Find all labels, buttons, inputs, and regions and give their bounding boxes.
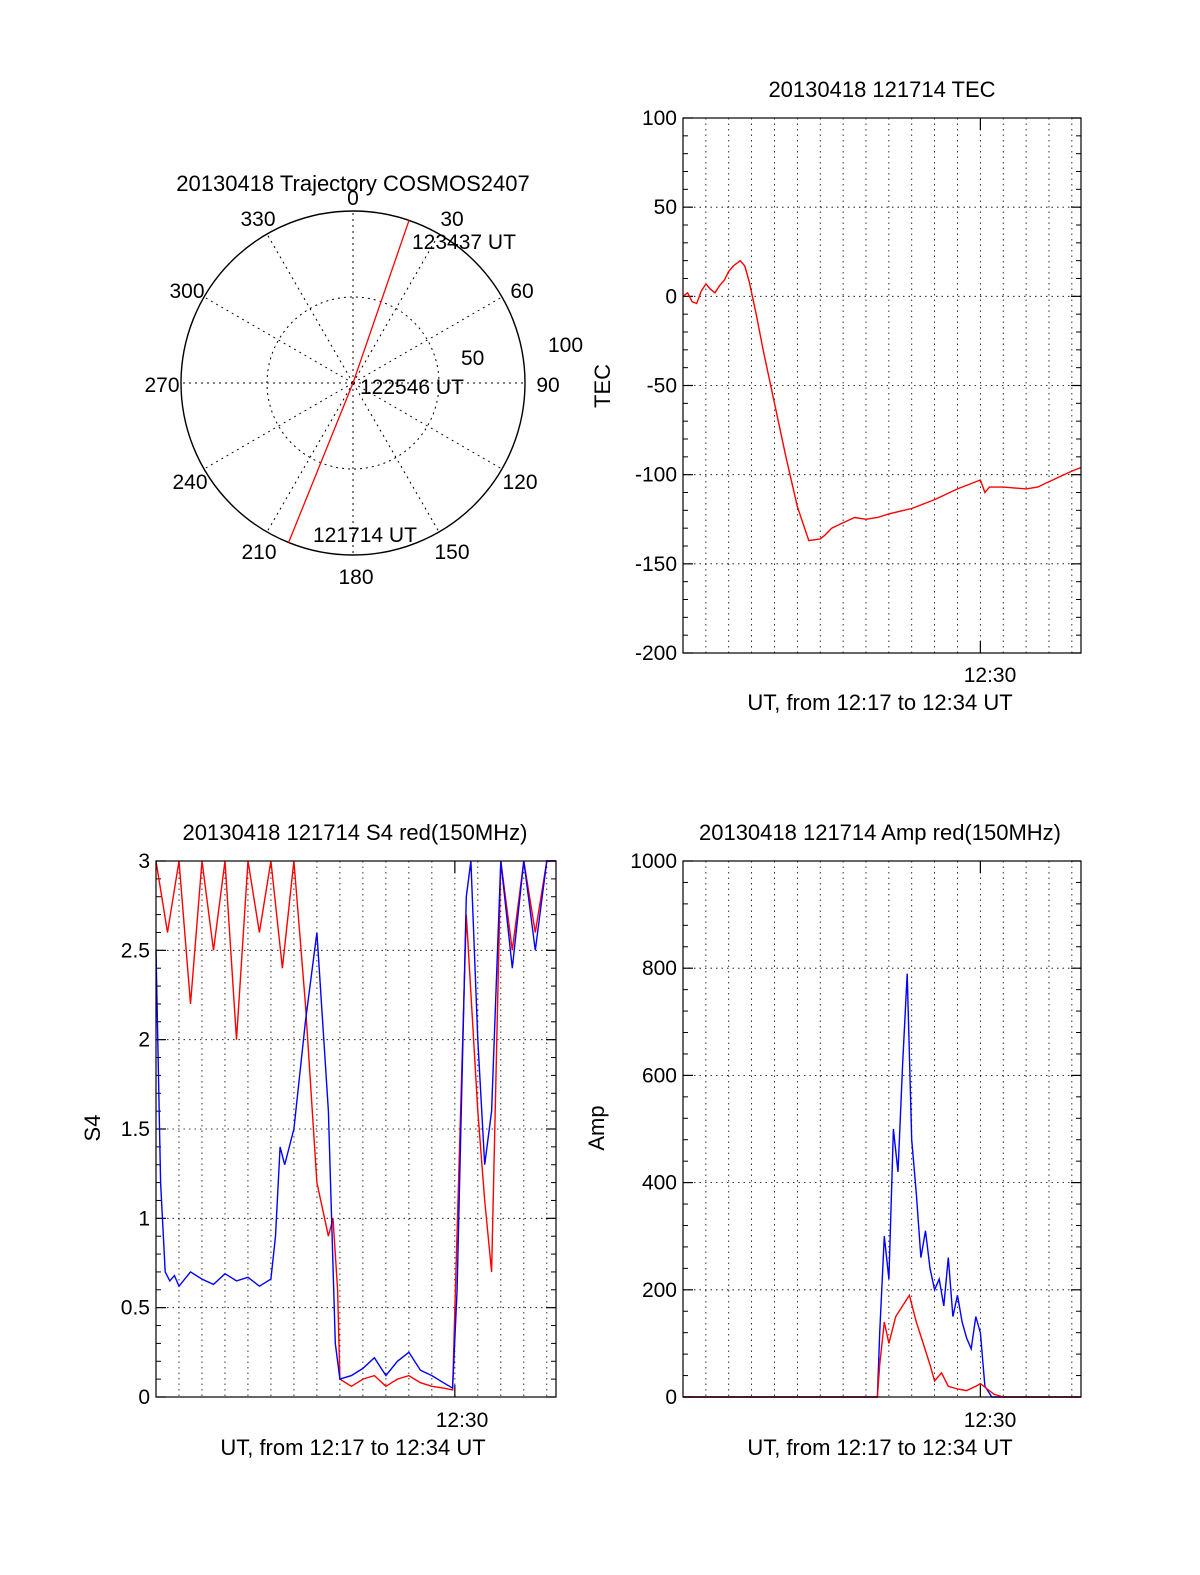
polar-azimuth-label-150: 150: [434, 541, 469, 564]
polar-title: 20130418 Trajectory COSMOS2407: [176, 171, 529, 196]
tec-title: 20130418 121714 TEC: [768, 77, 995, 102]
polar-spoke-210: [266, 382, 354, 533]
s4-y-tick-label: 0: [138, 1386, 150, 1409]
trajectory-mid-label: 122546 UT: [360, 376, 464, 399]
polar-azimuth-label-60: 60: [510, 280, 533, 303]
amp-y-tick-label: 200: [642, 1279, 677, 1302]
amp-y-tick-labels: 1000 800 600 400 200 0: [630, 850, 677, 1409]
polar-spoke-150: [352, 382, 440, 533]
tec-y-tick-label: -50: [647, 375, 677, 398]
polar-radial-label-50: 50: [461, 347, 484, 370]
s4-y-tick-label: 0.5: [121, 1297, 150, 1320]
polar-spoke-30: [352, 233, 440, 384]
polar-azimuth-label-30: 30: [440, 208, 463, 231]
amp-plot-frame: [682, 860, 1082, 1398]
polar-azimuth-label-300: 300: [169, 280, 204, 303]
amp-y-tick-label: 600: [642, 1064, 677, 1087]
polar-azimuth-label-240: 240: [172, 471, 207, 494]
s4-x-tick-label: 12:30: [436, 1409, 489, 1432]
polar-spoke-330: [266, 233, 354, 384]
tec-y-tick-label: -150: [635, 553, 677, 576]
s4-series-line-0: [155, 860, 556, 1391]
amp-series-line-1: [683, 1293, 1081, 1398]
amp-series-line-0: [683, 973, 1081, 1398]
tec-grid: [683, 117, 1081, 654]
s4-series: [155, 860, 556, 1391]
tec-y-tick-label: 100: [642, 107, 677, 130]
tec-y-tick-labels: 100 50 0 -50 -100 -150 -200: [635, 107, 677, 665]
polar-spoke-60: [352, 296, 503, 384]
tec-y-tick-label: 50: [654, 196, 677, 219]
tec-y-tick-label: -200: [635, 642, 677, 665]
polar-spoke-120: [352, 382, 503, 470]
amp-y-tick-label: 1000: [630, 850, 677, 873]
polar-azimuth-label-270: 270: [144, 374, 179, 397]
polar-azimuth-label-120: 120: [502, 471, 537, 494]
tec-series-line-0: [682, 259, 1082, 542]
tec-y-axis-label: TEC: [590, 364, 615, 408]
polar-azimuth-label-90: 90: [536, 374, 559, 397]
amp-y-tick-label: 0: [665, 1386, 677, 1409]
amp-x-axis-label: UT, from 12:17 to 12:34 UT: [747, 1435, 1012, 1460]
amp-chart: 20130418 121714 Amp red(150MHz) 1000 800 6…: [584, 820, 1082, 1460]
amp-y-tick-label: 800: [642, 957, 677, 980]
s4-grid: [156, 860, 556, 1398]
polar-spoke-240: [203, 382, 354, 470]
s4-x-axis-label: UT, from 12:17 to 12:34 UT: [220, 1435, 485, 1460]
polar-azimuth-label-210: 210: [241, 541, 276, 564]
amp-y-tick-label: 400: [642, 1172, 677, 1195]
polar-radial-label-100: 100: [548, 334, 583, 357]
trajectory-polar-chart: 20130418 Trajectory COSMOS2407 0 30 60 90 12…: [144, 171, 583, 589]
tec-y-tick-label: -100: [635, 464, 677, 487]
tec-x-axis-label: UT, from 12:17 to 12:34 UT: [747, 690, 1012, 715]
s4-chart: 20130418 121714 S4 red(150MHz) 3 2.5 2 1.5 1…: [80, 820, 557, 1460]
tec-y-tick-label: 0: [665, 285, 677, 308]
s4-y-axis-label: S4: [80, 1115, 105, 1142]
polar-grid: [180, 210, 526, 556]
amp-series: [683, 973, 1081, 1398]
trajectory-start-label: 121714 UT: [313, 524, 417, 547]
polar-azimuth-labels: 0 30 60 90 120 150 180 210 240 270 300 330: [144, 187, 559, 589]
tec-plot-frame: [682, 117, 1082, 654]
polar-azimuth-label-180: 180: [338, 566, 373, 589]
s4-series-line-1: [155, 860, 556, 1390]
amp-grid: [683, 860, 1081, 1398]
polar-azimuth-label-0: 0: [347, 187, 359, 210]
trajectory-line: [287, 220, 410, 543]
polar-azimuth-label-330: 330: [240, 208, 275, 231]
amp-title: 20130418 121714 Amp red(150MHz): [699, 820, 1061, 845]
tec-chart: 20130418 121714 TEC 100 50 0 -50 -100 -150 -20…: [590, 77, 1082, 715]
s4-y-tick-label: 1: [138, 1207, 150, 1230]
s4-plot-frame: [155, 860, 557, 1398]
s4-y-tick-labels: 3 2.5 2 1.5 1 0.5 0: [121, 850, 150, 1409]
amp-y-axis-label: Amp: [584, 1105, 609, 1150]
s4-title: 20130418 121714 S4 red(150MHz): [183, 820, 528, 845]
s4-y-tick-label: 2.5: [121, 939, 150, 962]
polar-outer-circle: [180, 210, 526, 556]
trajectory-end-label: 123437 UT: [412, 231, 516, 254]
s4-y-tick-label: 3: [138, 850, 150, 873]
polar-spoke-300: [203, 296, 354, 384]
amp-x-tick-label: 12:30: [964, 1409, 1017, 1432]
s4-y-tick-label: 2: [138, 1029, 150, 1052]
s4-y-tick-label: 1.5: [121, 1118, 150, 1141]
tec-series: [682, 259, 1082, 542]
tec-x-tick-label: 12:30: [964, 664, 1017, 687]
